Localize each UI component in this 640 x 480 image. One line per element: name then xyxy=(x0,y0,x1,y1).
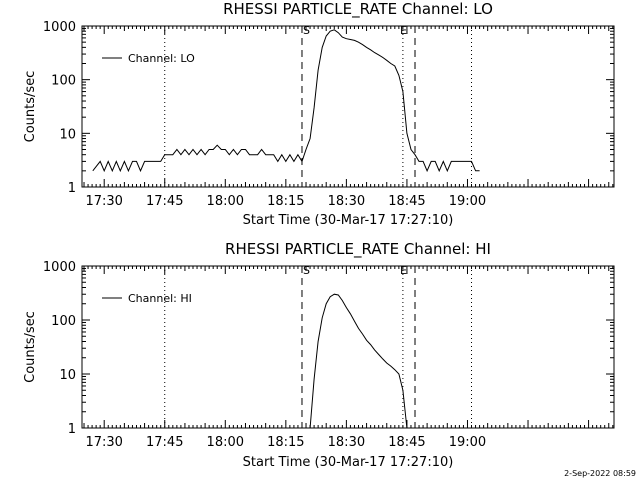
x-tick-label: 18:45 xyxy=(388,194,425,209)
plot-frame xyxy=(81,265,615,429)
x-axis-label: Start Time (30-Mar-17 17:27:10) xyxy=(243,213,454,228)
x-tick-label: 18:45 xyxy=(388,435,425,450)
marker-label-e: E xyxy=(400,264,407,277)
y-tick-label: 10 xyxy=(59,368,76,383)
x-tick-label: 19:00 xyxy=(449,194,486,209)
y-tick-label: 1 xyxy=(68,181,76,196)
marker-label-s: S xyxy=(303,24,310,37)
x-tick-label: 17:30 xyxy=(85,194,122,209)
y-axis-label: Counts/sec xyxy=(23,311,38,383)
x-tick-label: 18:30 xyxy=(328,435,365,450)
y-tick-label: 1 xyxy=(68,422,76,437)
x-tick-label: 18:00 xyxy=(207,435,244,450)
series-line xyxy=(309,293,408,429)
y-tick-label: 100 xyxy=(51,74,76,89)
chart-title: RHESSI PARTICLE_RATE Channel: LO xyxy=(223,0,493,19)
chart-title: RHESSI PARTICLE_RATE Channel: HI xyxy=(225,240,491,259)
marker-label-s: S xyxy=(303,264,310,277)
y-axis-label: Counts/sec xyxy=(23,71,38,143)
x-tick-label: 18:00 xyxy=(207,194,244,209)
x-tick-label: 17:45 xyxy=(146,194,183,209)
legend-label: Channel: LO xyxy=(128,52,195,65)
marker-label-e: E xyxy=(400,24,407,37)
x-tick-label: 18:30 xyxy=(328,194,365,209)
y-tick-label: 1000 xyxy=(43,20,76,35)
series-line xyxy=(92,29,480,173)
x-tick-label: 19:00 xyxy=(449,435,486,450)
x-tick-label: 17:45 xyxy=(146,435,183,450)
x-tick-label: 17:30 xyxy=(85,435,122,450)
x-tick-label: 18:15 xyxy=(267,194,304,209)
x-tick-label: 18:15 xyxy=(267,435,304,450)
y-tick-label: 1000 xyxy=(43,260,76,275)
y-tick-label: 10 xyxy=(59,127,76,142)
x-axis-label: Start Time (30-Mar-17 17:27:10) xyxy=(243,455,454,470)
legend-label: Channel: HI xyxy=(128,292,192,305)
y-tick-label: 100 xyxy=(51,314,76,329)
footer-timestamp: 2-Sep-2022 08:59 xyxy=(564,469,636,478)
plot-frame xyxy=(81,25,615,188)
